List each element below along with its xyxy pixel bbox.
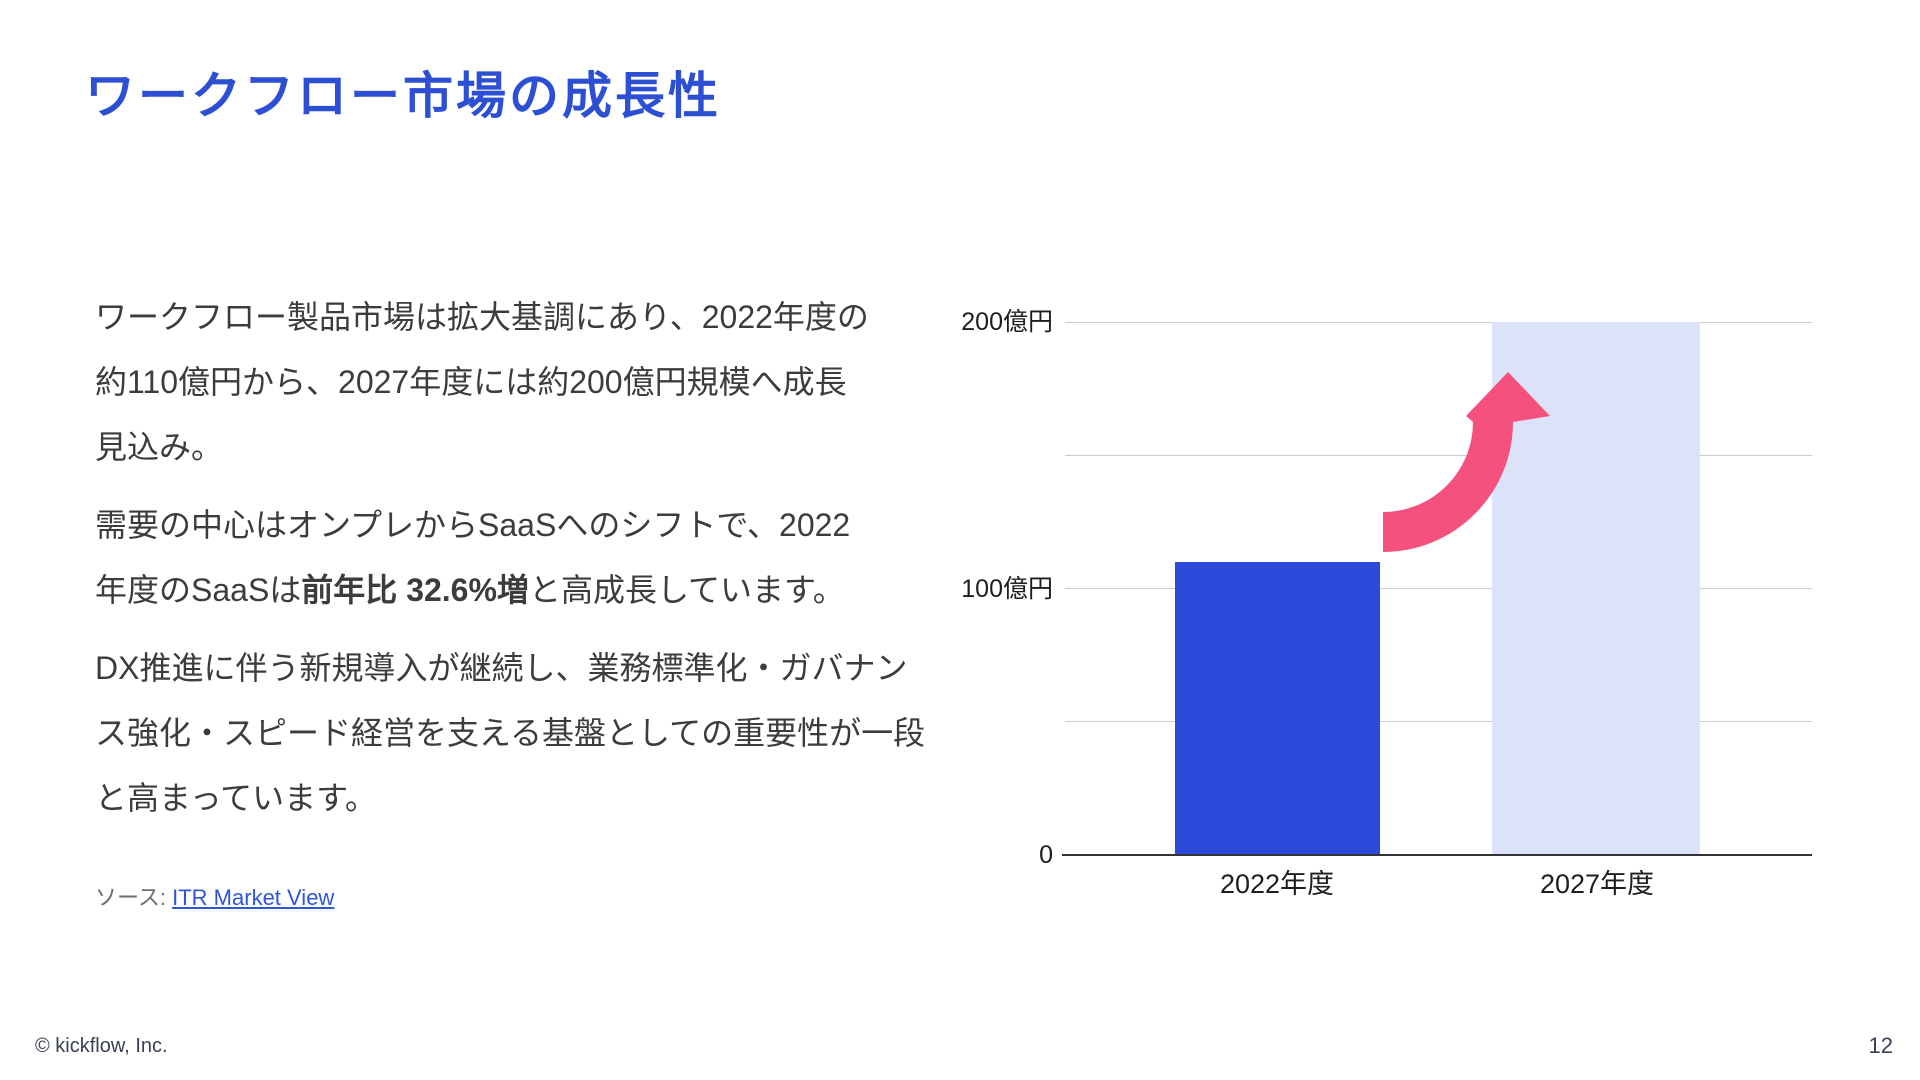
page-title: ワークフロー市場の成長性 xyxy=(85,68,721,124)
text-line: ワークフロー製品市場は拡大基調にあり、2022年度の xyxy=(95,299,869,335)
source-line: ソース: ITR Market View xyxy=(95,880,334,912)
gridline xyxy=(1065,321,1812,323)
y-tick-200: 200億円 xyxy=(961,308,1053,336)
source-label: ソース: xyxy=(95,885,173,910)
y-tick-100: 100億円 xyxy=(961,574,1053,603)
x-label-2027: 2027年度 xyxy=(1539,869,1655,899)
growth-arrow-icon xyxy=(1383,372,1550,552)
text-segment: と高成長しています。 xyxy=(528,572,845,608)
copyright-text: © kickflow, Inc. xyxy=(35,1035,168,1057)
paragraph-saas-shift: 需要の中心はオンプレからSaaSへのシフトで、2022 年度のSaaSは前年比 … xyxy=(95,493,975,623)
x-axis-line xyxy=(1062,854,1812,856)
page-number: 12 xyxy=(1868,1033,1893,1058)
body-text: ワークフロー製品市場は拡大基調にあり、2022年度の 約110億円から、2027… xyxy=(95,285,975,844)
text-line: ス強化・スピード経営を支える基盤としての重要性が一段 xyxy=(95,715,926,751)
paragraph-market-size: ワークフロー製品市場は拡大基調にあり、2022年度の 約110億円から、2027… xyxy=(95,285,975,480)
y-tick-0: 0 xyxy=(1039,841,1053,869)
text-line: 見込み。 xyxy=(95,429,224,465)
text-line: DX推進に伴う新規導入が継続し、業務標準化・ガバナン xyxy=(95,650,908,686)
bold-highlight: 前年比 32.6%増 xyxy=(301,572,529,608)
text-line: 需要の中心はオンプレからSaaSへのシフトで、2022 xyxy=(95,507,851,543)
paragraph-dx: DX推進に伴う新規導入が継続し、業務標準化・ガバナン ス強化・スピード経営を支え… xyxy=(95,636,975,831)
text-line: 年度のSaaSは前年比 32.6%増と高成長しています。 xyxy=(95,558,975,623)
gridline xyxy=(1065,721,1812,723)
bar-2022 xyxy=(1175,561,1380,855)
text-line: と高まっています。 xyxy=(95,780,377,816)
text-line: 約110億円から、2027年度には約200億円規模へ成長 xyxy=(95,364,847,400)
x-label-2022: 2022年度 xyxy=(1219,869,1335,899)
gridline xyxy=(1065,588,1812,589)
source-link[interactable]: ITR Market View xyxy=(172,885,335,910)
text-segment: 年度のSaaSは xyxy=(95,572,302,608)
gridline xyxy=(1065,454,1812,456)
